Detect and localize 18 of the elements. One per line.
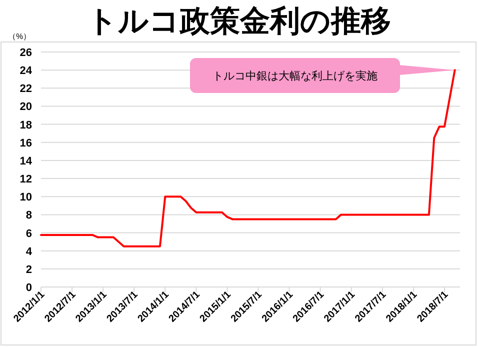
y-tick-label: 4 (26, 246, 33, 258)
y-tick-label: 18 (20, 119, 32, 132)
y-tick-label: 12 (20, 174, 32, 186)
annotation: トルコ中銀は大幅な利上げを実施 (190, 58, 455, 93)
y-tick-label: 14 (20, 155, 33, 168)
y-tick-label: 10 (20, 192, 32, 204)
y-tick-label: 22 (20, 83, 32, 96)
ylabel: （%） (8, 32, 32, 41)
y-tick-label: 8 (26, 210, 32, 222)
y-tick-label: 26 (20, 47, 32, 59)
y-tick-label: 20 (20, 101, 32, 114)
y-tick-label: 24 (20, 65, 33, 78)
y-tick-label: 6 (26, 228, 32, 240)
y-tick-label: 16 (20, 137, 32, 150)
y-tick-label: 0 (26, 282, 32, 294)
annotation: トルコ中銀は大幅な利上げを実施 (212, 70, 378, 82)
title: トルコ政策金利の推移 (87, 5, 391, 38)
y-tick-label: 2 (26, 264, 32, 276)
